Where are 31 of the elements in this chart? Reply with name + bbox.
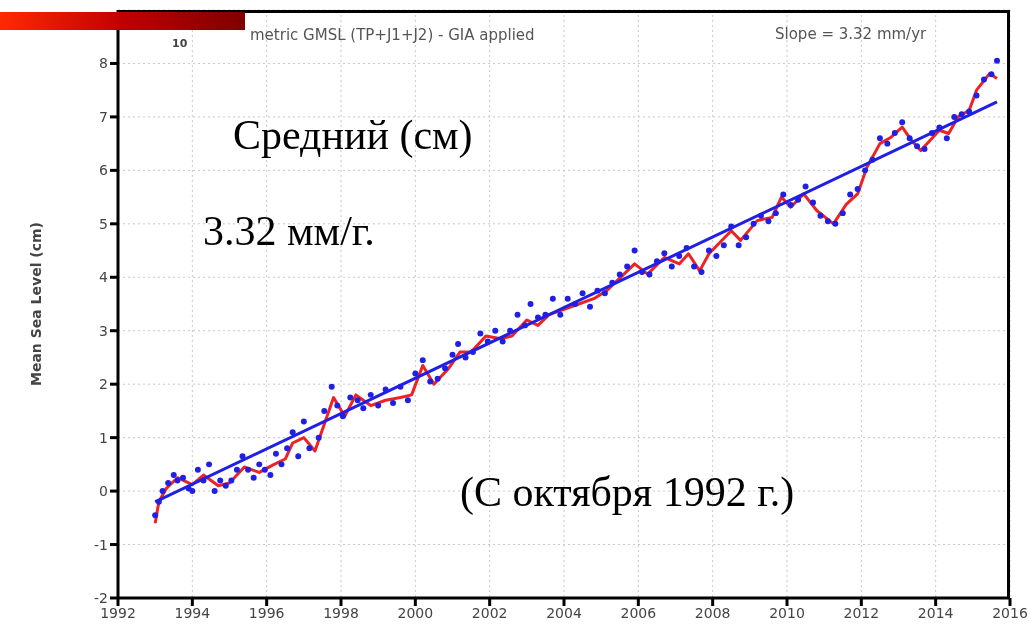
y-tick-label: 1 — [99, 429, 108, 446]
x-tick-label: 2016 — [992, 604, 1028, 621]
annotation: 10 — [172, 37, 188, 51]
y-tick-label: 7 — [99, 108, 108, 125]
x-tick-label: 1998 — [323, 604, 359, 621]
text: metric GMSL (TP+J1+J2) - GIA applied — [250, 26, 535, 44]
x-tick-label: 2014 — [917, 604, 954, 621]
x-tick-label: 2006 — [620, 604, 657, 621]
y-tick-label: 6 — [99, 162, 109, 179]
y-tick-label: 4 — [99, 269, 109, 286]
x-tick-label: 2004 — [546, 604, 582, 621]
annotation: 3.32 мм/г. — [203, 208, 375, 255]
x-tick-label: 2002 — [471, 604, 508, 621]
y-tick-label: 8 — [99, 55, 108, 72]
y-tick-label: 0 — [99, 483, 108, 500]
x-tick-label: 1996 — [248, 604, 285, 621]
x-tick-label: 1992 — [100, 604, 136, 621]
y-axis-title: Mean Sea Level (cm) — [27, 221, 44, 387]
x-tick-label: 2000 — [397, 604, 434, 621]
x-tick-label: 2008 — [694, 604, 731, 621]
y-tick-label: -2 — [94, 589, 108, 606]
x-tick-label: 2010 — [769, 604, 805, 621]
y-tick-label: 5 — [99, 215, 108, 232]
y-tick-label: 2 — [99, 376, 108, 393]
y-tick-label: -1 — [94, 536, 108, 553]
y-tick-label: 3 — [99, 322, 108, 339]
x-tick-label: 1994 — [174, 604, 211, 621]
annotation: Slope = 3.32 mm/yr — [775, 25, 927, 43]
x-tick-label: 2012 — [843, 604, 880, 621]
annotation: Средний (см) — [233, 112, 473, 159]
annotation: (С октября 1992 г.) — [460, 469, 795, 516]
